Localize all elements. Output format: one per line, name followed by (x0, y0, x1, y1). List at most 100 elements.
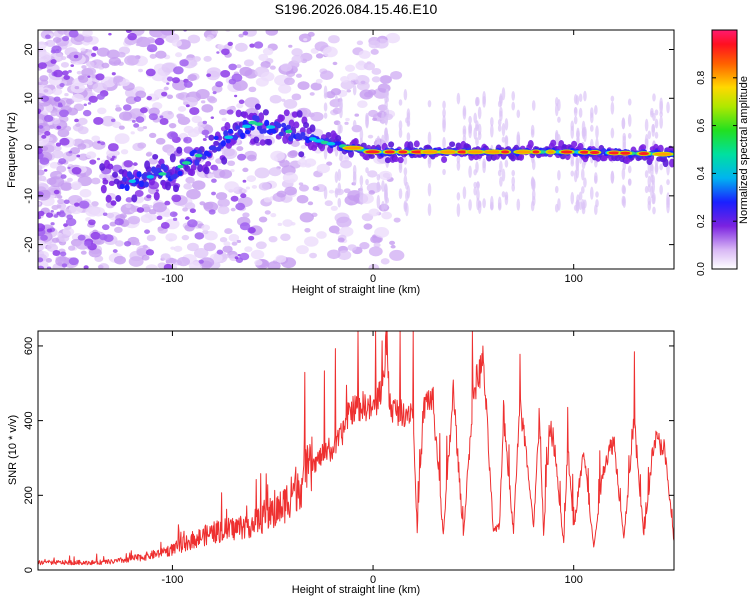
spectrogram-noise-blob (144, 229, 151, 234)
spectrogram-noise-blob (183, 183, 193, 190)
spectrogram-noise-blob (557, 170, 561, 181)
spectrogram-noise-blob (376, 194, 381, 209)
spectrogram-ridge-peak (365, 150, 380, 154)
spectrogram-noise-blob (97, 140, 101, 144)
spectrogram-ridge-blob (271, 128, 277, 134)
spectrogram-noise-blob (501, 168, 506, 182)
spectrogram-noise-blob (177, 105, 187, 112)
spectrogram-noise-blob (580, 186, 585, 194)
spectrogram-noise-blob (50, 210, 54, 213)
spectrogram-noise-blob (187, 74, 197, 82)
spectrogram-noise-blob (337, 237, 345, 243)
x-tick-label: 100 (565, 574, 583, 586)
spectrogram-noise-blob (516, 109, 521, 119)
spectrogram-noise-blob (654, 109, 659, 116)
spectrogram-noise-blob (462, 186, 467, 200)
spectrogram-ridge-peak (654, 152, 672, 156)
spectrogram-ridge-peak (457, 150, 468, 154)
spectrogram-noise-blob (589, 186, 594, 200)
spectrogram-noise-blob (241, 188, 248, 193)
spectrogram-noise-blob (173, 245, 183, 252)
spectrogram-noise-blob (352, 119, 357, 130)
spectrogram-noise-blob (62, 35, 70, 42)
spectrogram-noise-blob (133, 123, 140, 128)
spectrogram-noise-blob (38, 108, 42, 114)
spectrogram-noise-blob (145, 36, 155, 44)
spectrogram-noise-blob (236, 103, 244, 109)
spectrogram-noise-blob (379, 75, 392, 84)
spectrogram-noise-blob (328, 35, 340, 44)
spectrogram-noise-blob (651, 123, 656, 137)
spectrogram-noise-blob (345, 117, 350, 122)
spectrogram-noise-blob (389, 249, 405, 261)
spectrogram-ridge-peak (589, 150, 600, 155)
spectrogram-noise-blob (336, 216, 352, 228)
spectrogram-noise-blob (368, 208, 380, 217)
spectrogram-ridge-blob (177, 170, 183, 176)
spectrogram-noise-blob (219, 237, 228, 243)
colorbar-tick-label: 0.4 (696, 166, 707, 180)
spectrogram-noise-blob (344, 64, 356, 72)
spectrogram-noise-blob (127, 32, 137, 41)
y-tick-label: -20 (23, 237, 35, 253)
spectrogram-noise-blob (490, 124, 494, 138)
spectrogram-noise-blob (504, 135, 509, 145)
spectrogram-noise-blob (476, 181, 480, 189)
spectrogram-noise-blob (43, 89, 49, 93)
spectrogram-noise-blob (63, 74, 70, 81)
spectrogram-noise-blob (654, 159, 659, 167)
spectrogram-noise-blob (594, 204, 598, 216)
spectrogram-noise-blob (90, 231, 101, 240)
spectrogram-noise-blob (610, 101, 615, 115)
spectrogram-noise-blob (57, 198, 65, 205)
spectrogram-noise-blob (456, 192, 461, 201)
spectrogram-ridge-blob (143, 181, 149, 188)
spectrogram-noise-blob (298, 184, 309, 192)
spectrogram-noise-blob (511, 169, 516, 177)
spectrogram-noise-blob (46, 266, 52, 269)
spectrogram-noise-blob (652, 206, 656, 215)
spectrogram-noise-blob (249, 43, 255, 48)
spectrogram-noise-blob (334, 187, 339, 198)
spectrogram-ridge-blob (253, 136, 260, 144)
spectrogram-noise-blob (155, 189, 159, 192)
spectrogram-noise-blob (405, 202, 409, 217)
spectrogram-noise-blob (95, 73, 105, 81)
spectrogram-noise-blob (70, 147, 81, 155)
spectrogram-ridge-blob (176, 146, 183, 154)
spectrogram-noise-blob (186, 242, 199, 252)
spectrogram-noise-blob (175, 52, 183, 58)
spectrogram-noise-blob (130, 131, 135, 135)
spectrogram-noise-blob (38, 164, 43, 171)
spectrogram-ridge-blob (177, 164, 184, 169)
spectrogram-noise-blob (490, 117, 494, 127)
snr-ylabel: SNR (10 * v/v) (7, 415, 19, 485)
spectrogram-ridge-peak (467, 150, 484, 154)
spectrogram-noise-blob (363, 223, 373, 230)
x-tick-label: -100 (161, 574, 183, 586)
spectrogram-noise-blob (647, 175, 652, 188)
spectrogram-noise-blob (163, 263, 173, 269)
spectrogram-ridge-blob (303, 122, 310, 129)
spectrogram-noise-blob (112, 121, 122, 128)
spectrogram-noise-blob (234, 94, 238, 98)
spectrogram-noise-blob (185, 104, 190, 108)
spectrogram-noise-blob (323, 112, 328, 119)
spectrogram-noise-blob (354, 113, 360, 117)
spectrogram-noise-blob (260, 71, 275, 82)
spectrogram-noise-blob (367, 134, 374, 139)
spectrogram-noise-blob (224, 228, 233, 235)
spectrogram-noise-blob (235, 202, 246, 211)
spectrogram-noise-blob (295, 73, 302, 78)
y-tick-label: 10 (23, 92, 35, 104)
spectrogram-ridge-blob (293, 121, 300, 129)
spectrogram-noise-blob (101, 224, 110, 231)
spectrogram-noise-blob (134, 190, 144, 197)
spectrogram-noise-blob (50, 49, 57, 54)
spectrogram-noise-blob (68, 204, 83, 215)
spectrogram-noise-blob (300, 145, 307, 149)
spectrogram-ridge-blob (224, 135, 234, 140)
spectrogram-noise-blob (193, 247, 209, 259)
spectrogram-noise-blob (198, 259, 204, 264)
spectrogram-noise-blob (199, 257, 215, 268)
